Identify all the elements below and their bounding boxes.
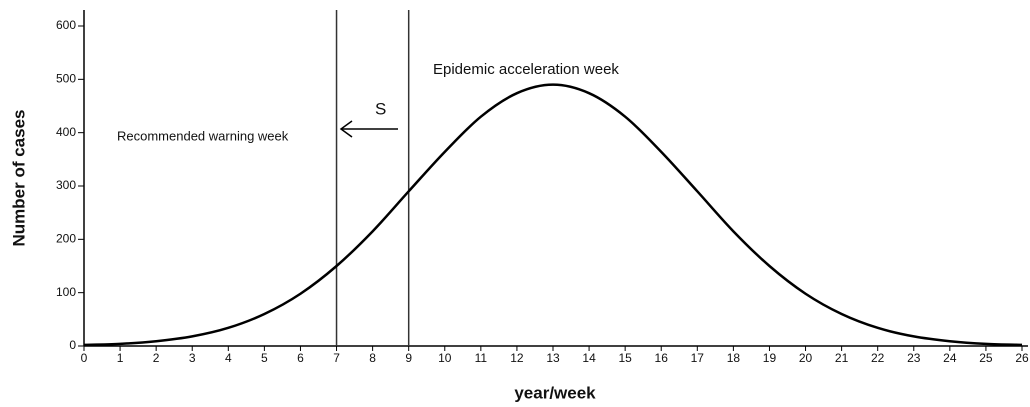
x-tick-label: 17 [691,351,705,365]
x-tick-label: 15 [618,351,632,365]
x-tick-label: 26 [1015,351,1029,365]
arrow [339,120,398,138]
x-tick-label: 9 [405,351,412,365]
x-tick-label: 22 [871,351,885,365]
y-tick-label: 500 [56,72,76,86]
x-tick-label: 5 [261,351,268,365]
x-tick-label: 19 [763,351,777,365]
x-tick-label: 0 [81,351,88,365]
line [83,83,1023,347]
x-tick-label: 11 [475,351,488,365]
annotation: S [375,99,386,118]
y-tick-label: 300 [56,178,76,192]
x-tick-label: 12 [510,351,524,365]
x-tick-label: 25 [979,351,993,365]
x-tick-label: 24 [943,351,957,365]
x-tick-label: 10 [438,351,452,365]
annotation: Epidemic acceleration week [433,61,619,78]
x-tick-label: 13 [546,351,560,365]
x-tick-label: 2 [153,351,160,365]
annotation: Recommended warning week [117,128,289,143]
y-tick-label: 600 [56,18,76,32]
x-tick-label: 1 [117,351,124,365]
y-tick-label: 0 [69,338,76,352]
x-tick-label: 18 [727,351,741,365]
y-tick-label: 100 [56,285,76,299]
x-tick-label: 8 [369,351,376,365]
y-axis-title: Number of cases [9,110,28,247]
x-tick-label: 23 [907,351,921,365]
y-tick-label: 200 [56,232,76,246]
x-tick-label: 20 [799,351,813,365]
x-tick-label: 3 [189,351,196,365]
x-tick-label: 7 [333,351,340,365]
x-tick-label: 6 [297,351,304,365]
x-tick-label: 4 [225,351,232,365]
x-axis-title: year/week [514,383,596,402]
x-tick-label: 14 [582,351,596,365]
y-tick-label: 400 [56,125,76,139]
x-tick-label: 16 [655,351,669,365]
x-tick-label: 21 [835,351,849,365]
